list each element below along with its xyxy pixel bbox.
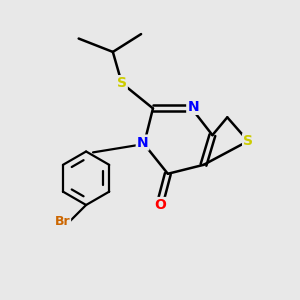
Text: S: S bbox=[243, 134, 253, 148]
Text: Br: Br bbox=[55, 215, 70, 228]
Text: N: N bbox=[187, 100, 199, 114]
Text: O: O bbox=[154, 198, 166, 212]
Text: S: S bbox=[117, 76, 127, 90]
Text: N: N bbox=[137, 136, 148, 150]
